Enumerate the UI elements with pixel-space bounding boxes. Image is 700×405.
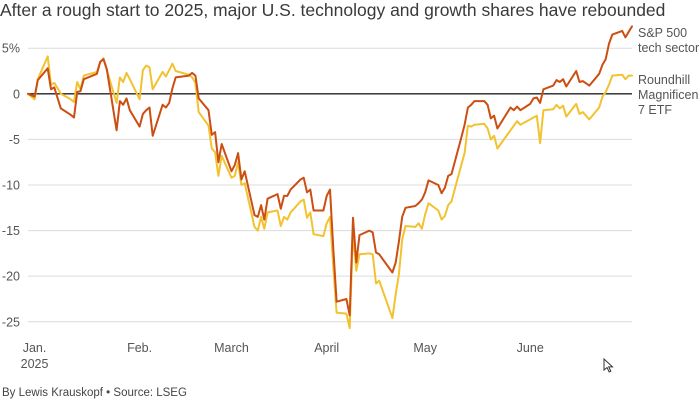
x-axis-ticks: Jan. 2025 Feb. March April May June xyxy=(21,341,544,371)
y-tick-label: -5 xyxy=(9,133,20,147)
x-tick-label: Feb. xyxy=(127,341,152,355)
x-tick-label: May xyxy=(413,341,437,355)
y-tick-label: -15 xyxy=(2,224,20,238)
y-axis-ticks: 5% 0 -5 -10 -15 -20 -25 xyxy=(2,42,20,330)
series-line-1 xyxy=(27,55,633,330)
x-tick-label: April xyxy=(314,341,339,355)
y-tick-label: -20 xyxy=(2,270,20,284)
y-tick-label: -25 xyxy=(2,315,20,329)
series-label-0: S&P 500 xyxy=(638,26,687,40)
x-tick-label: March xyxy=(214,341,249,355)
y-tick-label: -10 xyxy=(2,179,20,193)
series-label-0: tech sector xyxy=(638,41,699,55)
credit-line: By Lewis Krauskopf • Source: LSEG xyxy=(2,387,187,399)
series-lines xyxy=(27,25,633,330)
x-tick-sublabel: 2025 xyxy=(21,357,49,371)
y-tick-label: 0 xyxy=(13,87,20,101)
series-line-0 xyxy=(27,25,633,317)
y-tick-label: 5% xyxy=(2,42,20,56)
series-label-1: 7 ETF xyxy=(638,103,672,117)
mouse-cursor-icon xyxy=(603,358,614,373)
x-tick-label: June xyxy=(517,341,544,355)
x-tick-label: Jan. xyxy=(23,341,47,355)
series-label-1: Roundhill xyxy=(638,73,690,87)
chart-title: After a rough start to 2025, major U.S. … xyxy=(0,0,666,20)
series-label-1: Magnificen xyxy=(638,88,698,102)
